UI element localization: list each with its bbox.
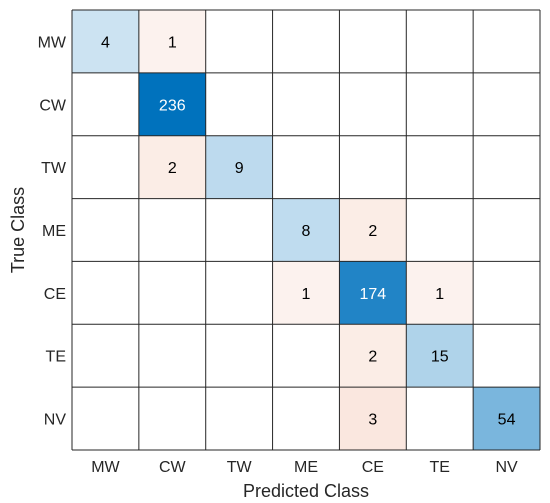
- cell-NV-CE: [339, 387, 407, 450]
- x-tick-CE: CE: [362, 459, 384, 476]
- cell-TW-TW: [205, 135, 273, 199]
- cell-value-TW-TW: 9: [235, 160, 244, 177]
- y-tick-CE: CE: [44, 286, 66, 303]
- cell-value-NV-CE: 3: [368, 412, 377, 429]
- x-tick-CW: CW: [159, 459, 187, 476]
- cell-value-CE-CE: 174: [360, 286, 387, 303]
- cell-value-ME-ME: 8: [302, 223, 311, 240]
- cell-value-TE-TE: 15: [431, 349, 449, 366]
- y-tick-TE: TE: [46, 349, 66, 366]
- cell-NV-NV: [473, 387, 540, 450]
- cell-value-ME-CE: 2: [368, 223, 377, 240]
- y-axis-label: True Class: [8, 187, 28, 273]
- matrix-cells: 4 1 236 2 9 8 2 1 174 1 2 15 3 54: [72, 10, 540, 450]
- x-tick-TE: TE: [429, 459, 449, 476]
- y-tick-MW: MW: [38, 34, 67, 51]
- cell-TE-TE: [406, 324, 474, 388]
- x-tick-ME: ME: [294, 459, 318, 476]
- cell-TE-CE: [339, 324, 407, 388]
- y-tick-ME: ME: [42, 223, 66, 240]
- cell-value-CE-ME: 1: [302, 286, 311, 303]
- x-tick-NV: NV: [495, 459, 518, 476]
- cell-CE-ME: [272, 261, 340, 325]
- cell-MW-MW: [72, 10, 139, 73]
- cell-TW-CW: [138, 135, 206, 199]
- cell-value-MW-MW: 4: [101, 34, 110, 51]
- cell-MW-CW: [138, 10, 206, 73]
- cell-value-TW-CW: 2: [168, 160, 177, 177]
- y-tick-CW: CW: [39, 97, 67, 114]
- cell-value-CE-TE: 1: [435, 286, 444, 303]
- x-axis-label: Predicted Class: [243, 481, 369, 501]
- matrix-grid: [71, 9, 541, 451]
- cell-value-CW-CW: 236: [159, 97, 186, 114]
- cell-CE-CE: [339, 261, 407, 325]
- y-tick-TW: TW: [41, 160, 67, 177]
- cell-CE-TE: [406, 261, 474, 325]
- x-tick-MW: MW: [91, 459, 120, 476]
- cell-value-MW-CW: 1: [168, 34, 177, 51]
- cell-ME-CE: [339, 198, 407, 262]
- cell-value-TE-CE: 2: [368, 349, 377, 366]
- y-tick-labels: MW CW TW ME CE TE NV: [38, 34, 67, 428]
- x-tick-labels: MW CW TW ME CE TE NV: [91, 459, 518, 476]
- cell-CW-CW: [138, 72, 206, 136]
- y-tick-NV: NV: [44, 412, 67, 429]
- cell-ME-ME: [272, 198, 340, 262]
- x-tick-TW: TW: [227, 459, 253, 476]
- cell-value-NV-NV: 54: [498, 412, 516, 429]
